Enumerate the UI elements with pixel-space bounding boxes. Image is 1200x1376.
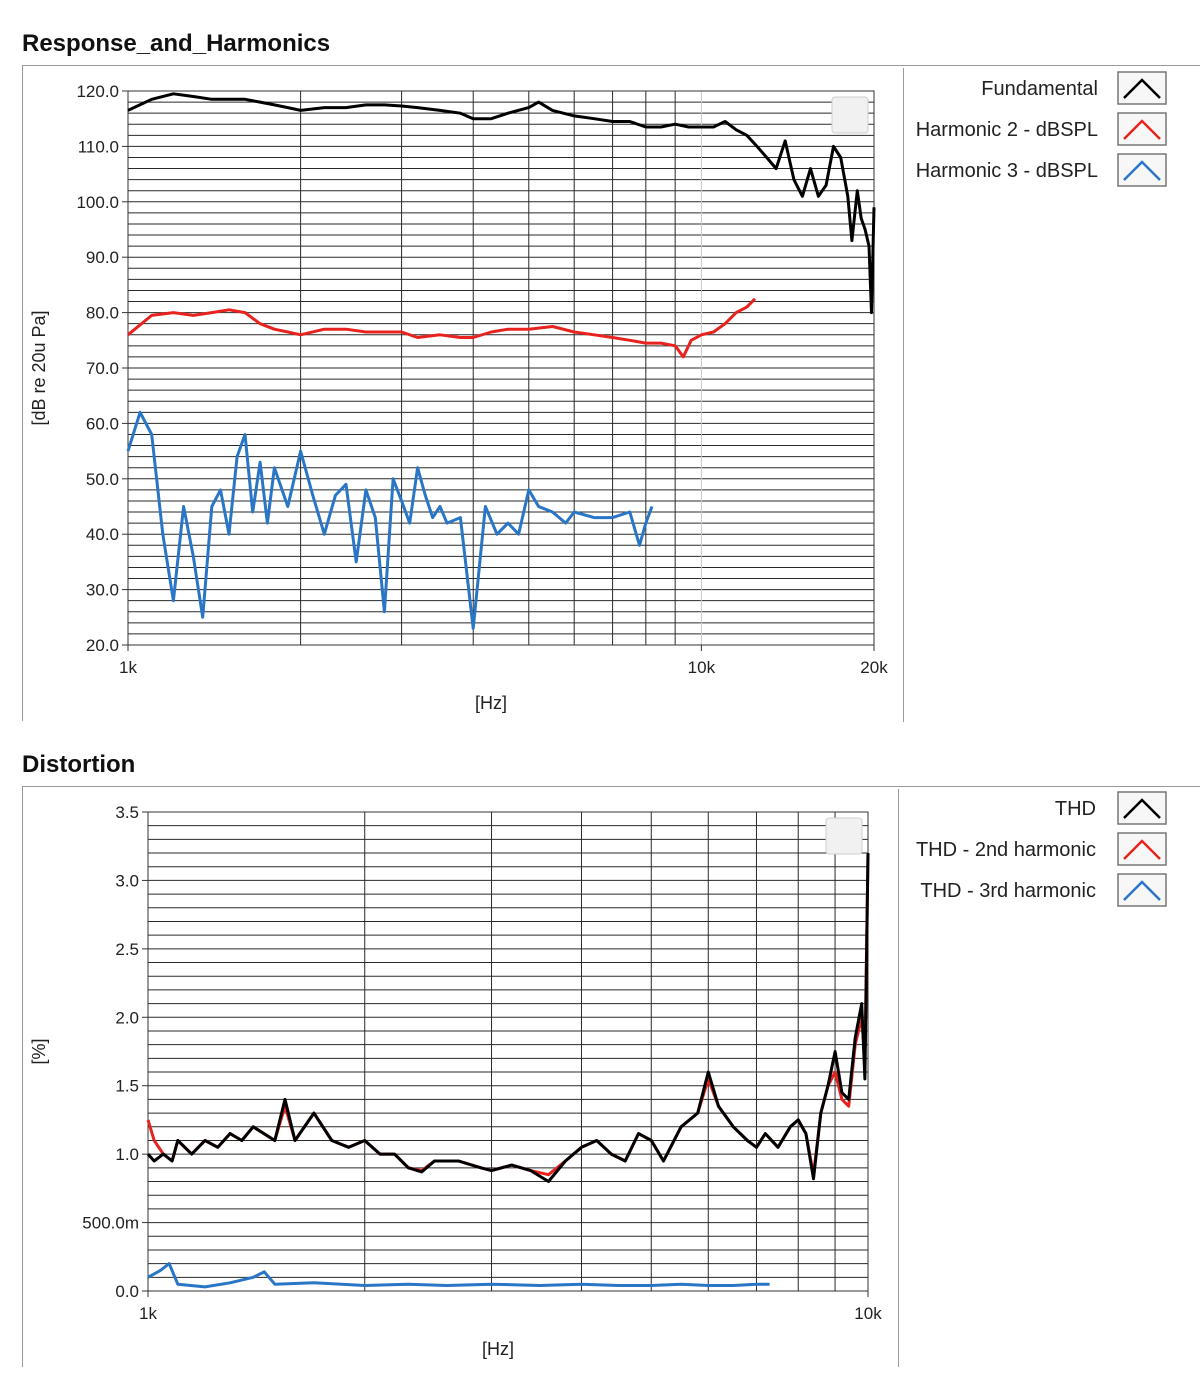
y-tick-label: 80.0 (86, 304, 119, 323)
response-legend-separator (903, 68, 904, 722)
series-line-harmonic-3-dbspl (126, 410, 654, 630)
y-tick-label: 40.0 (86, 525, 119, 544)
x-tick-label: 20k (860, 658, 888, 677)
x-axis-label: [Hz] (482, 1339, 514, 1359)
y-tick-label: 70.0 (86, 359, 119, 378)
plot-area (148, 812, 868, 1291)
series-line-harmonic-2-dbspl (127, 297, 757, 359)
graph-palette-icon (831, 96, 869, 134)
legend-line-sample (1123, 78, 1161, 99)
series-line-fundamental (127, 92, 876, 315)
y-tick-label: 1.0 (115, 1145, 139, 1164)
y-tick-label: 90.0 (86, 248, 119, 267)
legend-label: Harmonic 3 - dBSPL (916, 160, 1098, 182)
x-tick-label: 10k (688, 658, 716, 677)
legend-swatch (1117, 791, 1167, 825)
legend-line-sample (1123, 839, 1161, 860)
legend-line-sample (1123, 798, 1161, 819)
legend-line-sample (1123, 160, 1161, 181)
legend-label: THD - 3rd harmonic (920, 880, 1096, 902)
legend-line-sample (1123, 880, 1161, 901)
x-tick-label: 10k (854, 1304, 882, 1323)
legend-label: Fundamental (981, 78, 1098, 100)
y-tick-label: 120.0 (76, 82, 119, 101)
series-line-thd-3rd-harmonic (147, 1262, 770, 1289)
legend-line-sample (1123, 119, 1161, 140)
x-tick-label: 1k (119, 658, 137, 677)
y-tick-label: 0.0 (115, 1282, 139, 1301)
response-panel-frame (22, 65, 1200, 721)
legend-swatch (1117, 832, 1167, 866)
y-tick-label: 2.5 (115, 940, 139, 959)
y-tick-label: 100.0 (76, 193, 119, 212)
x-axis-label: [Hz] (475, 693, 507, 713)
series-line-thd (146, 853, 870, 1183)
legend-swatch (1117, 873, 1167, 907)
response-chart: 20.0 30.0 40.0 50.0 60.0 70.0 80.0 90.0 100.0 110… (29, 71, 1167, 713)
y-tick-label: 1.5 (115, 1077, 139, 1096)
y-tick-label: 3.0 (115, 871, 139, 890)
legend-swatch (1117, 71, 1167, 105)
distortion-panel-frame (22, 786, 1200, 1367)
legend-label: Harmonic 2 - dBSPL (916, 119, 1098, 141)
graph-palette-icon (825, 817, 863, 855)
y-tick-label: 3.5 (115, 803, 139, 822)
legend-swatch (1117, 153, 1167, 187)
y-axis-label: [%] (29, 1038, 49, 1064)
x-tick-label: 1k (139, 1304, 157, 1323)
legend-swatch (1117, 112, 1167, 146)
y-tick-label: 2.0 (115, 1008, 139, 1027)
y-tick-label: 50.0 (86, 470, 119, 489)
y-tick-label: 30.0 (86, 581, 119, 600)
response-panel-title: Response_and_Harmonics (22, 30, 331, 57)
distortion-panel-title: Distortion (22, 751, 136, 778)
y-tick-label: 110.0 (78, 137, 119, 156)
y-tick-label: 20.0 (86, 636, 119, 655)
legend-label: THD (1055, 798, 1096, 820)
legend-label: THD - 2nd harmonic (916, 839, 1096, 861)
y-tick-label: 500.0m (82, 1214, 139, 1233)
distortion-legend-separator (898, 789, 899, 1367)
distortion-chart: 0.0 500.0m 1.0 1.5 2.0 2.5 3.0 3.5 1k 10k [Hz] [%] T… (29, 791, 1167, 1359)
y-tick-label: 60.0 (86, 414, 119, 433)
plot-border (147, 811, 869, 1292)
y-axis-label: [dB re 20u Pa] (29, 310, 49, 425)
